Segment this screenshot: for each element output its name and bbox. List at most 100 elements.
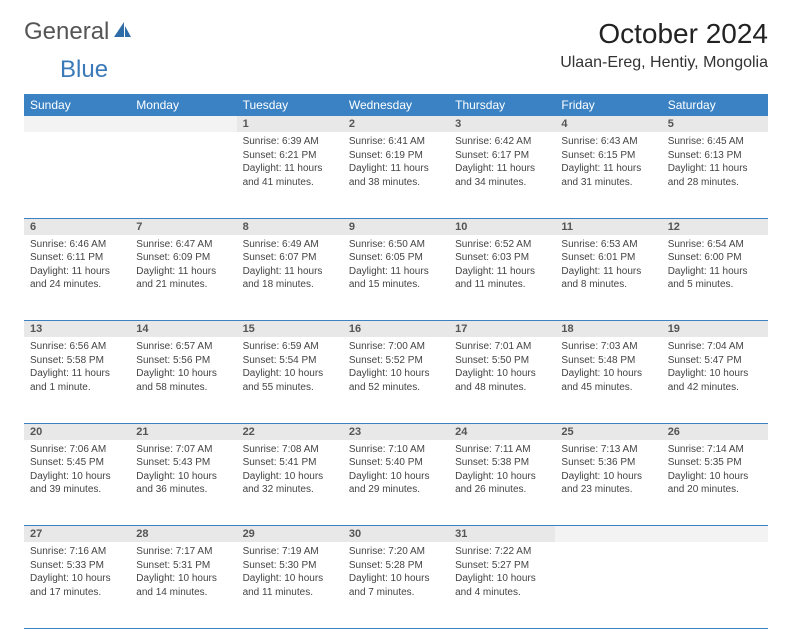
day-5-sunrise: Sunrise: 6:45 AM xyxy=(668,135,762,149)
logo-text-blue: Blue xyxy=(60,56,108,83)
day-20-sunrise: Sunrise: 7:06 AM xyxy=(30,443,124,457)
logo-text-general: General xyxy=(24,18,109,46)
day-28-number: 28 xyxy=(130,526,236,543)
day-11-sunset: Sunset: 6:01 PM xyxy=(561,251,655,265)
day-26-number: 26 xyxy=(662,423,768,440)
day-21-details: Sunrise: 7:07 AMSunset: 5:43 PMDaylight:… xyxy=(130,440,236,526)
day-22-sunset: Sunset: 5:41 PM xyxy=(243,456,337,470)
day-25-number: 25 xyxy=(555,423,661,440)
day-17-details: Sunrise: 7:01 AMSunset: 5:50 PMDaylight:… xyxy=(449,337,555,423)
week-0-detail-row: Sunrise: 6:39 AMSunset: 6:21 PMDaylight:… xyxy=(24,132,768,218)
day-25-daylight: Daylight: 10 hours and 23 minutes. xyxy=(561,470,655,497)
day-30-sunset: Sunset: 5:28 PM xyxy=(349,559,443,573)
day-15-daylight: Daylight: 10 hours and 55 minutes. xyxy=(243,367,337,394)
day-7-sunset: Sunset: 6:09 PM xyxy=(136,251,230,265)
day-23-daylight: Daylight: 10 hours and 29 minutes. xyxy=(349,470,443,497)
day-15-number: 15 xyxy=(237,321,343,338)
day-14-details: Sunrise: 6:57 AMSunset: 5:56 PMDaylight:… xyxy=(130,337,236,423)
day-3-daylight: Daylight: 11 hours and 34 minutes. xyxy=(455,162,549,189)
day-27-details: Sunrise: 7:16 AMSunset: 5:33 PMDaylight:… xyxy=(24,542,130,628)
month-title: October 2024 xyxy=(560,18,768,50)
day-27-sunrise: Sunrise: 7:16 AM xyxy=(30,545,124,559)
day-28-details: Sunrise: 7:17 AMSunset: 5:31 PMDaylight:… xyxy=(130,542,236,628)
day-14-sunset: Sunset: 5:56 PM xyxy=(136,354,230,368)
day-1-number: 1 xyxy=(237,116,343,132)
day-5-details: Sunrise: 6:45 AMSunset: 6:13 PMDaylight:… xyxy=(662,132,768,218)
day-4-daylight: Daylight: 11 hours and 31 minutes. xyxy=(561,162,655,189)
day-16-sunset: Sunset: 5:52 PM xyxy=(349,354,443,368)
day-2-daylight: Daylight: 11 hours and 38 minutes. xyxy=(349,162,443,189)
day-4-sunset: Sunset: 6:15 PM xyxy=(561,149,655,163)
empty-cell xyxy=(555,542,661,628)
day-13-daylight: Daylight: 11 hours and 1 minute. xyxy=(30,367,124,394)
empty-cell xyxy=(555,526,661,543)
day-11-sunrise: Sunrise: 6:53 AM xyxy=(561,238,655,252)
day-3-sunrise: Sunrise: 6:42 AM xyxy=(455,135,549,149)
day-22-sunrise: Sunrise: 7:08 AM xyxy=(243,443,337,457)
day-20-number: 20 xyxy=(24,423,130,440)
day-30-sunrise: Sunrise: 7:20 AM xyxy=(349,545,443,559)
day-26-details: Sunrise: 7:14 AMSunset: 5:35 PMDaylight:… xyxy=(662,440,768,526)
day-13-sunrise: Sunrise: 6:56 AM xyxy=(30,340,124,354)
week-1-daynum-row: 6789101112 xyxy=(24,218,768,235)
day-21-sunset: Sunset: 5:43 PM xyxy=(136,456,230,470)
logo: General xyxy=(24,18,135,46)
day-31-sunset: Sunset: 5:27 PM xyxy=(455,559,549,573)
day-9-sunrise: Sunrise: 6:50 AM xyxy=(349,238,443,252)
day-26-sunrise: Sunrise: 7:14 AM xyxy=(668,443,762,457)
day-18-details: Sunrise: 7:03 AMSunset: 5:48 PMDaylight:… xyxy=(555,337,661,423)
weekday-wednesday: Wednesday xyxy=(343,94,449,116)
day-12-details: Sunrise: 6:54 AMSunset: 6:00 PMDaylight:… xyxy=(662,235,768,321)
day-8-daylight: Daylight: 11 hours and 18 minutes. xyxy=(243,265,337,292)
day-16-sunrise: Sunrise: 7:00 AM xyxy=(349,340,443,354)
day-4-details: Sunrise: 6:43 AMSunset: 6:15 PMDaylight:… xyxy=(555,132,661,218)
day-15-details: Sunrise: 6:59 AMSunset: 5:54 PMDaylight:… xyxy=(237,337,343,423)
day-24-daylight: Daylight: 10 hours and 26 minutes. xyxy=(455,470,549,497)
day-17-sunrise: Sunrise: 7:01 AM xyxy=(455,340,549,354)
day-5-daylight: Daylight: 11 hours and 28 minutes. xyxy=(668,162,762,189)
day-5-sunset: Sunset: 6:13 PM xyxy=(668,149,762,163)
day-6-sunrise: Sunrise: 6:46 AM xyxy=(30,238,124,252)
day-9-details: Sunrise: 6:50 AMSunset: 6:05 PMDaylight:… xyxy=(343,235,449,321)
weekday-sunday: Sunday xyxy=(24,94,130,116)
day-14-number: 14 xyxy=(130,321,236,338)
empty-cell xyxy=(130,116,236,132)
day-19-daylight: Daylight: 10 hours and 42 minutes. xyxy=(668,367,762,394)
day-9-sunset: Sunset: 6:05 PM xyxy=(349,251,443,265)
day-20-sunset: Sunset: 5:45 PM xyxy=(30,456,124,470)
day-28-sunset: Sunset: 5:31 PM xyxy=(136,559,230,573)
week-2-detail-row: Sunrise: 6:56 AMSunset: 5:58 PMDaylight:… xyxy=(24,337,768,423)
week-2-daynum-row: 13141516171819 xyxy=(24,321,768,338)
day-22-daylight: Daylight: 10 hours and 32 minutes. xyxy=(243,470,337,497)
day-28-sunrise: Sunrise: 7:17 AM xyxy=(136,545,230,559)
empty-cell xyxy=(24,116,130,132)
day-11-number: 11 xyxy=(555,218,661,235)
day-30-number: 30 xyxy=(343,526,449,543)
day-12-daylight: Daylight: 11 hours and 5 minutes. xyxy=(668,265,762,292)
day-7-number: 7 xyxy=(130,218,236,235)
day-13-sunset: Sunset: 5:58 PM xyxy=(30,354,124,368)
day-25-sunrise: Sunrise: 7:13 AM xyxy=(561,443,655,457)
day-14-daylight: Daylight: 10 hours and 58 minutes. xyxy=(136,367,230,394)
day-18-sunrise: Sunrise: 7:03 AM xyxy=(561,340,655,354)
day-2-number: 2 xyxy=(343,116,449,132)
day-24-details: Sunrise: 7:11 AMSunset: 5:38 PMDaylight:… xyxy=(449,440,555,526)
day-10-sunset: Sunset: 6:03 PM xyxy=(455,251,549,265)
week-3-daynum-row: 20212223242526 xyxy=(24,423,768,440)
day-29-sunset: Sunset: 5:30 PM xyxy=(243,559,337,573)
day-10-details: Sunrise: 6:52 AMSunset: 6:03 PMDaylight:… xyxy=(449,235,555,321)
day-2-sunrise: Sunrise: 6:41 AM xyxy=(349,135,443,149)
day-1-details: Sunrise: 6:39 AMSunset: 6:21 PMDaylight:… xyxy=(237,132,343,218)
day-25-sunset: Sunset: 5:36 PM xyxy=(561,456,655,470)
day-23-number: 23 xyxy=(343,423,449,440)
day-7-daylight: Daylight: 11 hours and 21 minutes. xyxy=(136,265,230,292)
day-3-number: 3 xyxy=(449,116,555,132)
day-30-details: Sunrise: 7:20 AMSunset: 5:28 PMDaylight:… xyxy=(343,542,449,628)
day-18-sunset: Sunset: 5:48 PM xyxy=(561,354,655,368)
day-24-number: 24 xyxy=(449,423,555,440)
calendar-table: SundayMondayTuesdayWednesdayThursdayFrid… xyxy=(24,94,768,629)
day-23-details: Sunrise: 7:10 AMSunset: 5:40 PMDaylight:… xyxy=(343,440,449,526)
day-14-sunrise: Sunrise: 6:57 AM xyxy=(136,340,230,354)
day-19-sunrise: Sunrise: 7:04 AM xyxy=(668,340,762,354)
day-23-sunset: Sunset: 5:40 PM xyxy=(349,456,443,470)
